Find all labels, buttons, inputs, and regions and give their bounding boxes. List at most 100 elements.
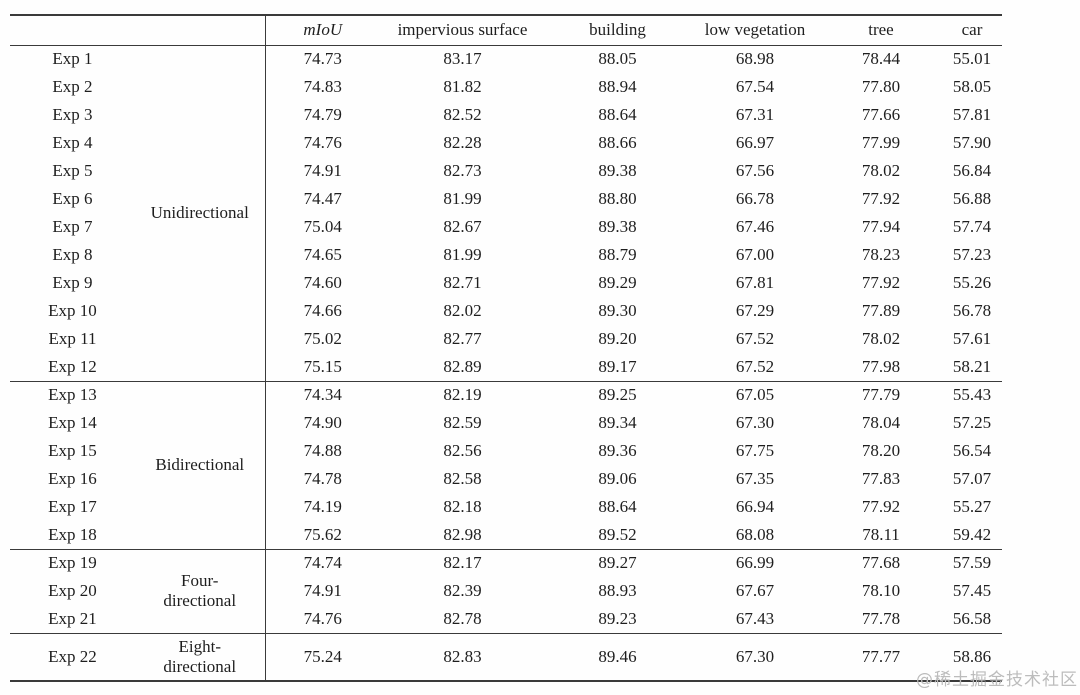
table-body: Exp 1 Unidirectional 74.73 83.17 88.05 68.98 7… (10, 44, 1002, 681)
value-cell: 68.08 (735, 524, 775, 544)
value-cell: 67.43 (735, 608, 775, 628)
value-cell: 89.52 (598, 524, 637, 544)
value-cell: 67.30 (735, 413, 775, 432)
value-cell: 67.00 (735, 245, 775, 264)
value-cell: 83.17 (380, 44, 545, 73)
value-cell: 57.07 (952, 469, 992, 488)
value-cell: 67.81 (735, 273, 775, 292)
group-label-cell: Eight- directional (135, 632, 266, 681)
value-cell: 67.29 (735, 301, 775, 320)
value-cell: 67.31 (735, 105, 775, 124)
table-row: Exp 22 Eight- directional 75.24 82.83 89.46 6… (10, 632, 1002, 681)
column-header: car (942, 15, 1002, 46)
exp-label-cell: Exp 8 (52, 245, 93, 264)
table-row: Exp 2 74.83 81.82 88.94 67.54 77.80 58.05 (10, 73, 1002, 101)
value-cell: 82.89 (443, 356, 482, 376)
value-cell: 68.98 (690, 44, 820, 73)
value-cell: 57.25 (952, 413, 992, 432)
exp-label-cell: Exp 5 (52, 161, 93, 180)
table-row: Exp 13 Bidirectional 74.34 82.19 89.25 67.05 7… (10, 380, 1002, 549)
value-cell: 74.91 (303, 581, 342, 600)
exp-label-cell: Exp 21 (48, 608, 97, 628)
results-table: mIoU impervious surface building low vegeta… (10, 14, 1002, 682)
value-cell: 82.52 (443, 105, 482, 124)
value-cell: 75.24 (265, 632, 380, 681)
value-cell: 89.23 (598, 608, 637, 628)
table-header: mIoU impervious surface building low vegeta… (10, 15, 1002, 46)
column-header: impervious surface (380, 15, 545, 46)
value-cell: 89.20 (598, 329, 637, 348)
exp-label-cell: Exp 15 (48, 441, 97, 460)
value-cell: 56.58 (952, 608, 992, 628)
value-cell: 89.38 (598, 217, 637, 236)
value-cell: 66.94 (735, 497, 775, 516)
value-cell: 77.83 (861, 469, 901, 488)
value-cell: 82.67 (443, 217, 482, 236)
value-cell: 74.78 (303, 469, 342, 488)
value-cell: 89.06 (598, 469, 637, 488)
value-cell: 74.73 (265, 44, 380, 73)
value-cell: 82.58 (443, 469, 482, 488)
value-cell: 67.52 (735, 356, 775, 376)
value-cell: 82.77 (443, 329, 482, 348)
table-row: Exp 7 75.04 82.67 89.38 67.46 77.94 57.74 (10, 213, 1002, 241)
value-cell: 88.94 (598, 77, 637, 96)
value-cell: 82.83 (380, 632, 545, 681)
value-cell: 74.91 (303, 161, 342, 180)
value-cell: 77.92 (861, 189, 901, 208)
value-cell: 89.36 (598, 441, 637, 460)
value-cell: 82.02 (443, 301, 482, 320)
column-header: building (545, 15, 690, 46)
value-cell: 81.82 (443, 77, 482, 96)
group-label-cell: Unidirectional (135, 44, 266, 381)
exp-label-cell: Exp 13 (10, 380, 135, 409)
group-label-cell: Bidirectional (135, 380, 266, 549)
value-cell: 74.76 (303, 133, 342, 152)
value-cell: 55.26 (952, 273, 992, 292)
value-cell: 57.45 (952, 581, 992, 600)
value-cell: 88.64 (598, 497, 637, 516)
value-cell: 74.79 (303, 105, 342, 124)
value-cell: 78.04 (861, 413, 901, 432)
value-cell: 78.02 (861, 329, 901, 348)
value-cell: 57.74 (952, 217, 992, 236)
value-cell: 77.92 (861, 273, 901, 292)
exp-label-cell: Exp 2 (52, 77, 93, 96)
value-cell: 78.23 (861, 245, 901, 264)
value-cell: 89.29 (598, 273, 637, 292)
value-cell: 59.42 (952, 524, 992, 544)
value-cell: 74.34 (265, 380, 380, 409)
value-cell: 67.30 (690, 632, 820, 681)
value-cell: 67.35 (735, 469, 775, 488)
value-cell: 89.34 (598, 413, 637, 432)
value-cell: 81.99 (443, 245, 482, 264)
table-row: Exp 5 74.91 82.73 89.38 67.56 78.02 56.84 (10, 157, 1002, 185)
value-cell: 89.27 (545, 548, 690, 577)
value-cell: 57.61 (952, 329, 992, 348)
value-cell: 77.92 (861, 497, 901, 516)
value-cell: 78.10 (861, 581, 901, 600)
value-cell: 74.90 (303, 413, 342, 432)
value-cell: 82.98 (443, 524, 482, 544)
value-cell: 58.05 (952, 77, 992, 96)
value-cell: 57.81 (952, 105, 992, 124)
value-cell: 77.77 (820, 632, 942, 681)
value-cell: 75.02 (303, 329, 342, 348)
value-cell: 67.56 (735, 161, 775, 180)
value-cell: 75.62 (303, 524, 342, 544)
table-row: Exp 6 74.47 81.99 88.80 66.78 77.92 56.88 (10, 185, 1002, 213)
value-cell: 58.86 (942, 632, 1002, 681)
exp-label-cell: Exp 14 (48, 413, 97, 432)
value-cell: 82.78 (443, 608, 482, 628)
value-cell: 82.71 (443, 273, 482, 292)
value-cell: 77.99 (861, 133, 901, 152)
table-row: Exp 14 74.90 82.59 89.34 67.30 78.04 57.25 (10, 409, 1002, 437)
table-row: Exp 16 74.78 82.58 89.06 67.35 77.83 57.07 (10, 465, 1002, 493)
value-cell: 82.59 (443, 413, 482, 432)
value-cell: 89.30 (598, 301, 637, 320)
value-cell: 77.94 (861, 217, 901, 236)
value-cell: 82.19 (380, 380, 545, 409)
value-cell: 55.27 (952, 497, 992, 516)
exp-label-cell: Exp 3 (52, 105, 93, 124)
exp-label-cell: Exp 4 (52, 133, 93, 152)
